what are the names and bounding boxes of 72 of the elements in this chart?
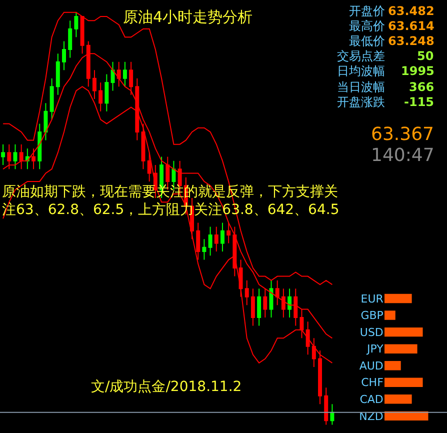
text: 当日波幅 bbox=[337, 80, 385, 94]
y-tick-label: CAD bbox=[360, 393, 384, 406]
candlestick bbox=[68, 20, 72, 58]
candlestick bbox=[202, 238, 206, 260]
candlestick bbox=[110, 61, 115, 92]
annotation: 文/成功点金/2018.11.2 bbox=[91, 379, 242, 395]
candlestick bbox=[238, 259, 243, 298]
candlestick bbox=[294, 288, 298, 326]
candlestick bbox=[19, 144, 24, 170]
candlestick bbox=[122, 61, 127, 88]
candlestick bbox=[257, 288, 262, 326]
text: 开盘涨跌 bbox=[337, 95, 385, 109]
text: 63.614 bbox=[388, 19, 434, 33]
text: 交易点差 bbox=[337, 49, 385, 63]
candlestick bbox=[32, 148, 36, 170]
text: 50 bbox=[417, 49, 434, 63]
bar bbox=[384, 378, 423, 388]
chart-title: 原油4小时走势分析 bbox=[123, 8, 253, 26]
candlestick bbox=[38, 123, 42, 170]
bar bbox=[384, 361, 401, 370]
bar bbox=[384, 394, 412, 404]
candlestick bbox=[330, 404, 334, 426]
y-tick-label: EUR bbox=[360, 292, 384, 306]
candlestick bbox=[250, 288, 255, 326]
candlestick bbox=[129, 61, 134, 96]
candlestick bbox=[324, 387, 328, 426]
candlestick bbox=[116, 61, 121, 88]
text: 开盘价 bbox=[349, 4, 385, 18]
candlestick bbox=[232, 226, 237, 277]
candlestick bbox=[80, 16, 84, 54]
text: 63.482 bbox=[388, 4, 434, 18]
y-tick-label: GBP bbox=[360, 309, 384, 322]
candlestick bbox=[244, 280, 249, 306]
candlestick bbox=[1, 144, 6, 166]
candlestick bbox=[226, 222, 231, 244]
candlestick bbox=[306, 321, 310, 356]
bar bbox=[384, 327, 423, 337]
text: 1995 bbox=[401, 64, 434, 78]
candlestick bbox=[50, 78, 54, 120]
bar bbox=[384, 310, 396, 320]
y-tick-label: CHF bbox=[361, 376, 384, 390]
candlestick bbox=[56, 53, 60, 96]
candlestick bbox=[263, 288, 268, 318]
y-tick-label: JPY bbox=[366, 342, 384, 356]
text: 140:47 bbox=[371, 145, 434, 166]
text: 63.248 bbox=[388, 34, 434, 48]
text: 63.367 bbox=[371, 124, 434, 145]
candlestick bbox=[288, 288, 292, 318]
candlestick bbox=[62, 40, 66, 71]
text: 日均波幅 bbox=[337, 64, 385, 78]
candlestick bbox=[13, 144, 18, 170]
candlestick bbox=[275, 280, 280, 306]
candlestick bbox=[104, 74, 109, 112]
candlestick bbox=[196, 222, 200, 260]
candlestick bbox=[7, 144, 12, 170]
text: -115 bbox=[404, 95, 434, 109]
candlestick bbox=[281, 288, 286, 318]
text: 最高价 bbox=[349, 19, 385, 33]
y-tick-label: USD bbox=[360, 326, 384, 339]
candlestick bbox=[220, 222, 224, 252]
candlestick bbox=[214, 226, 218, 252]
candlestick bbox=[208, 226, 212, 256]
candlestick bbox=[98, 82, 103, 112]
y-tick-label: AUD bbox=[359, 359, 384, 372]
bar bbox=[384, 294, 412, 304]
candlestick bbox=[74, 12, 78, 38]
text: 最低价 bbox=[349, 34, 385, 48]
candlestick bbox=[269, 280, 274, 318]
candlestick bbox=[147, 152, 152, 182]
bar bbox=[384, 344, 418, 354]
text: 366 bbox=[409, 80, 434, 94]
candlestick bbox=[44, 102, 48, 141]
